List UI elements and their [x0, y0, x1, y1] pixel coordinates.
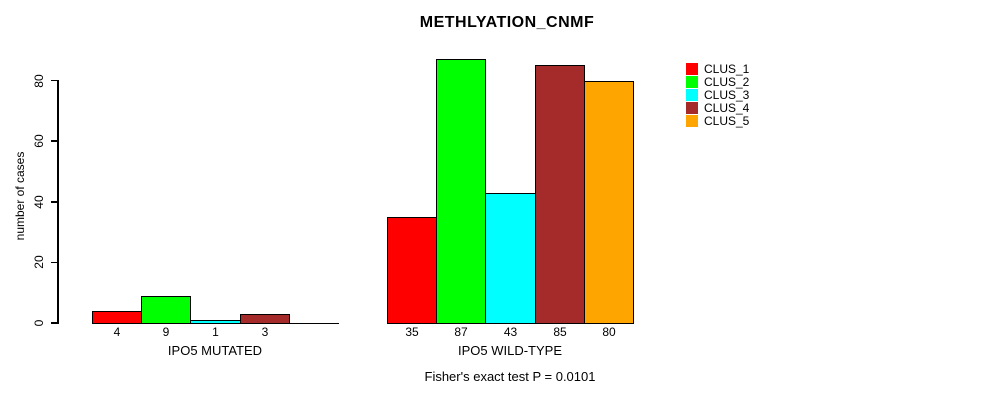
y-tick-label: 0: [32, 319, 46, 327]
legend-item-clus-1: CLUS_1: [686, 63, 749, 75]
legend-color-swatch: [686, 115, 698, 127]
bar-clus-3-ipo5-mutated: [190, 320, 241, 324]
bar-value-label: 1: [212, 325, 219, 339]
y-tick-label: 60: [32, 134, 46, 148]
bar-value-label: 3: [261, 325, 269, 339]
legend-label: CLUS_5: [704, 114, 750, 128]
bar-value-label: 43: [503, 325, 518, 339]
bar-clus-5-ipo5-wild-type: [584, 81, 634, 324]
legend-label: CLUS_4: [704, 101, 750, 115]
bar-value-label: 80: [602, 325, 616, 339]
legend-color-swatch: [686, 76, 698, 88]
y-tick-mark: [51, 261, 58, 264]
bar-clus-4-ipo5-mutated: [240, 314, 290, 324]
legend-label: CLUS_1: [704, 62, 750, 76]
legend-color-swatch: [686, 63, 698, 75]
legend-label: CLUS_3: [704, 88, 750, 102]
bar-clus-1-ipo5-wild-type: [387, 217, 437, 324]
y-tick-mark: [51, 79, 58, 82]
y-tick-mark: [51, 322, 58, 324]
bar-clus-4-ipo5-wild-type: [535, 65, 585, 324]
bar-value-label: 35: [405, 325, 419, 339]
bar-clus-1-ipo5-mutated: [92, 311, 142, 324]
bar-clus-5-ipo5-mutated: [289, 322, 339, 324]
bar-clus-2-ipo5-mutated: [141, 296, 191, 324]
y-tick-mark: [51, 140, 58, 142]
bar-value-label: 9: [162, 325, 170, 339]
y-tick-mark: [51, 201, 58, 203]
bar-value-label: 4: [113, 325, 121, 339]
legend-item-clus-5: CLUS_5: [686, 115, 749, 127]
bar-clus-3-ipo5-wild-type: [485, 193, 536, 324]
bar-value-label: 87: [454, 325, 468, 339]
x-axis-group-label-ipo5-wild-type: IPO5 WILD-TYPE: [457, 343, 563, 358]
y-tick-label: 40: [32, 195, 46, 209]
y-tick-label: 20: [32, 255, 46, 270]
bar-value-label: 85: [553, 325, 567, 339]
legend-color-swatch: [686, 89, 698, 101]
legend-item-clus-4: CLUS_4: [686, 102, 749, 114]
legend-item-clus-3: CLUS_3: [686, 89, 749, 101]
legend-label: CLUS_2: [704, 75, 750, 89]
chart-title: METHLYATION_CNMF: [419, 14, 595, 31]
bar-clus-2-ipo5-wild-type: [436, 59, 486, 324]
y-axis-label: number of cases: [13, 151, 27, 241]
legend: CLUS_1 CLUS_2 CLUS_3 CLUS_4 CLUS_5: [686, 63, 749, 127]
legend-color-swatch: [686, 102, 698, 114]
y-tick-label: 80: [32, 73, 46, 88]
x-axis-group-label-ipo5-mutated: IPO5 MUTATED: [167, 343, 263, 358]
legend-item-clus-2: CLUS_2: [686, 76, 749, 88]
fisher-test-footnote: Fisher's exact test P = 0.0101: [424, 369, 596, 384]
